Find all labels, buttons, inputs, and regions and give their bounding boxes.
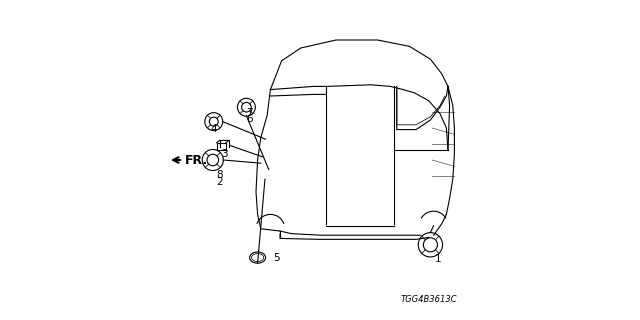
- Text: 1: 1: [435, 253, 441, 264]
- Text: 8: 8: [216, 170, 223, 180]
- Text: 4: 4: [211, 124, 217, 134]
- Text: 7: 7: [246, 108, 253, 117]
- Text: 5: 5: [274, 252, 280, 263]
- Text: 3: 3: [221, 149, 227, 159]
- Text: 2: 2: [216, 177, 223, 187]
- Text: 6: 6: [246, 114, 253, 124]
- Text: TGG4B3613C: TGG4B3613C: [401, 295, 458, 304]
- Text: FR.: FR.: [185, 154, 208, 166]
